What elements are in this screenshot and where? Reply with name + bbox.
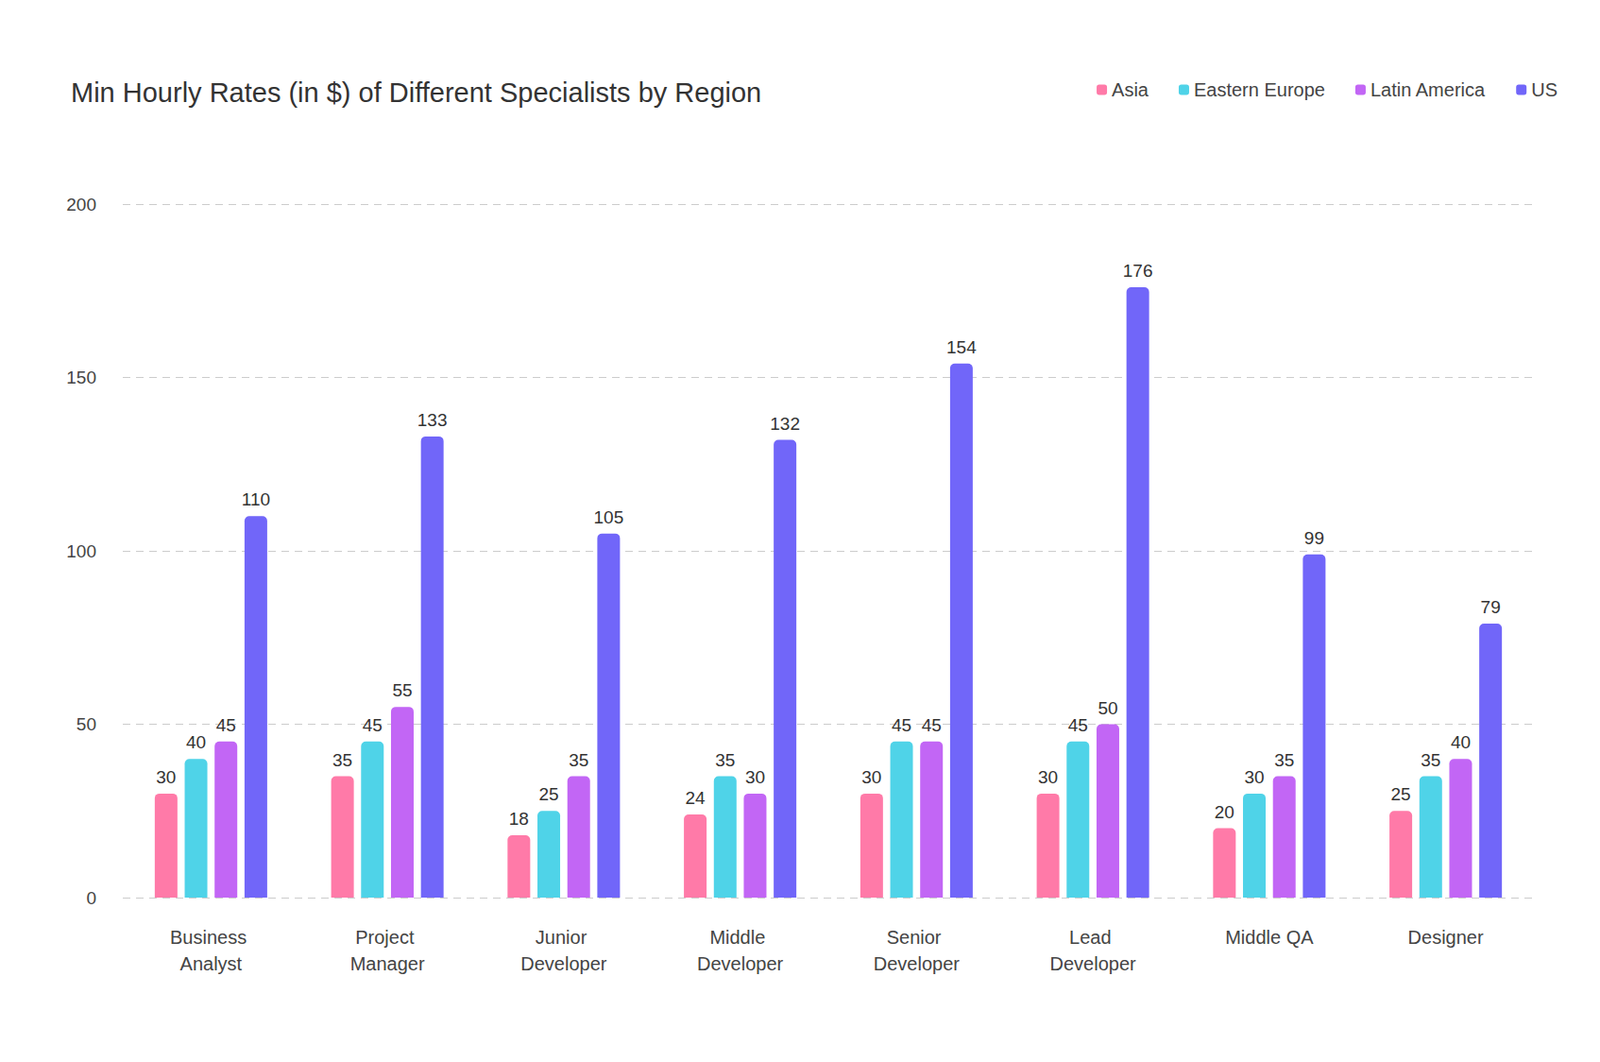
svg-text:Manager: Manager	[350, 953, 426, 974]
svg-text:Eastern Europe: Eastern Europe	[1193, 79, 1326, 101]
svg-text:35: 35	[1274, 749, 1294, 770]
svg-text:Developer: Developer	[873, 953, 961, 974]
svg-text:105: 105	[594, 507, 625, 528]
svg-text:50: 50	[1097, 697, 1118, 718]
svg-text:45: 45	[362, 714, 383, 735]
svg-text:Developer: Developer	[1050, 953, 1138, 974]
svg-text:25: 25	[1391, 783, 1412, 804]
svg-text:200: 200	[66, 194, 97, 215]
svg-text:0: 0	[85, 887, 97, 908]
svg-text:Developer: Developer	[520, 953, 608, 974]
svg-text:176: 176	[1123, 260, 1154, 281]
svg-text:30: 30	[1038, 766, 1058, 787]
svg-text:45: 45	[1068, 714, 1089, 735]
svg-text:Developer: Developer	[697, 953, 784, 974]
svg-text:30: 30	[861, 766, 882, 787]
svg-text:US: US	[1531, 79, 1558, 101]
svg-text:40: 40	[186, 731, 206, 752]
svg-text:35: 35	[332, 749, 353, 770]
svg-text:45: 45	[921, 714, 942, 735]
svg-text:Junior: Junior	[535, 926, 593, 948]
svg-text:25: 25	[538, 783, 559, 804]
svg-text:35: 35	[568, 749, 589, 770]
svg-text:30: 30	[745, 766, 766, 787]
svg-text:Latin America: Latin America	[1370, 79, 1486, 101]
svg-text:Business: Business	[170, 926, 253, 948]
svg-text:110: 110	[241, 489, 271, 510]
svg-text:35: 35	[714, 749, 735, 770]
svg-text:45: 45	[216, 714, 237, 735]
svg-text:133: 133	[417, 409, 448, 430]
svg-text:20: 20	[1214, 801, 1235, 822]
svg-text:Min Hourly Rates (in $) of Dif: Min Hourly Rates (in $) of Different Spe…	[70, 77, 762, 108]
svg-text:150: 150	[66, 367, 97, 388]
svg-text:Designer: Designer	[1408, 926, 1484, 948]
svg-text:Lead: Lead	[1069, 926, 1117, 948]
svg-text:35: 35	[1420, 749, 1441, 770]
svg-text:Middle QA: Middle QA	[1225, 926, 1314, 948]
svg-text:Middle: Middle	[709, 926, 770, 948]
svg-text:154: 154	[946, 337, 977, 358]
svg-text:40: 40	[1450, 731, 1471, 752]
svg-text:30: 30	[155, 766, 176, 787]
svg-text:50: 50	[76, 714, 97, 734]
svg-text:132: 132	[769, 413, 800, 434]
svg-text:24: 24	[685, 787, 707, 808]
svg-text:99: 99	[1304, 527, 1325, 548]
svg-text:100: 100	[66, 541, 97, 562]
svg-text:18: 18	[509, 808, 529, 829]
svg-text:Senior: Senior	[886, 926, 947, 948]
svg-text:Analyst: Analyst	[180, 953, 243, 974]
svg-text:Project: Project	[355, 926, 420, 948]
svg-text:Asia: Asia	[1111, 79, 1150, 101]
svg-text:45: 45	[891, 714, 912, 735]
svg-text:55: 55	[391, 680, 412, 700]
svg-text:30: 30	[1243, 766, 1264, 787]
svg-text:79: 79	[1480, 596, 1501, 617]
